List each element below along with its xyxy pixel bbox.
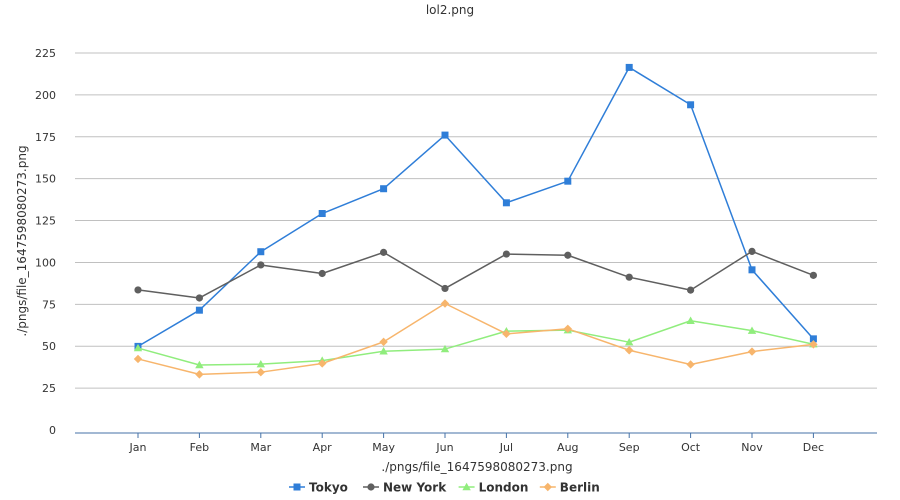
data-point[interactable] [502, 329, 511, 339]
series-line[interactable] [137, 320, 814, 366]
data-point[interactable] [563, 324, 572, 333]
data-point[interactable] [809, 271, 818, 279]
series-berlin [133, 299, 818, 379]
data-point[interactable] [134, 286, 142, 294]
data-point[interactable] [195, 370, 204, 379]
legend-item-tokyo[interactable]: Tokyo [289, 481, 348, 495]
legend-item-berlin[interactable]: Berlin [539, 481, 600, 495]
data-point[interactable] [380, 185, 388, 193]
x-axis-title: ./pngs/file_1647598080273.png [381, 460, 572, 474]
x-tick-label: Aug [557, 441, 578, 454]
legend-label: Tokyo [309, 481, 348, 495]
data-point[interactable] [257, 248, 265, 256]
data-point[interactable] [625, 273, 633, 281]
x-tick-label: Feb [190, 441, 209, 454]
data-point[interactable] [747, 326, 757, 334]
y-tick-label: 125 [35, 215, 56, 228]
legend-marker [367, 483, 375, 491]
data-point[interactable] [133, 354, 143, 364]
data-point[interactable] [133, 343, 143, 352]
x-tick-label: Jul [499, 441, 513, 454]
series-line[interactable] [137, 66, 814, 348]
y-axis-title: ./pngs/file_1647598080273.png [15, 145, 29, 336]
data-point[interactable] [564, 251, 572, 259]
data-point[interactable] [195, 294, 203, 302]
x-tick-label: Nov [741, 441, 763, 454]
x-axis: Jan Feb Mar Apr May Jun Jul Aug Sep Oct Nov Dec [75, 432, 877, 454]
data-point[interactable] [318, 359, 327, 368]
legend-item-london[interactable]: London [458, 481, 529, 495]
series-tokyo [134, 63, 817, 350]
data-point[interactable] [625, 346, 634, 355]
data-point[interactable] [441, 131, 449, 139]
data-point[interactable] [625, 63, 633, 71]
data-point[interactable] [256, 359, 265, 368]
data-point[interactable] [380, 248, 388, 256]
data-point[interactable] [687, 101, 695, 109]
series-line[interactable] [137, 302, 814, 376]
y-tick-label: 175 [35, 131, 56, 144]
x-tick-label: Dec [803, 441, 824, 454]
y-tick-label: 200 [35, 89, 56, 102]
data-point[interactable] [748, 247, 756, 255]
x-tick-label: Jun [435, 441, 453, 454]
data-point[interactable] [809, 335, 817, 343]
legend-label: New York [383, 481, 447, 495]
y-tick-label: 225 [35, 47, 56, 60]
legend-marker [462, 482, 471, 491]
y-tick-label: 25 [42, 382, 56, 395]
data-point[interactable] [686, 360, 695, 369]
legend-label: Berlin [560, 481, 600, 495]
y-tick-label: 0 [49, 424, 56, 437]
data-point[interactable] [379, 347, 388, 355]
x-tick-label: Mar [250, 441, 271, 454]
data-point[interactable] [748, 266, 756, 274]
legend-label: London [479, 481, 529, 495]
data-point[interactable] [256, 367, 265, 377]
legend-marker [293, 483, 301, 491]
data-point[interactable] [502, 250, 510, 258]
series-line[interactable] [137, 250, 814, 299]
x-tick-label: Sep [619, 441, 640, 454]
series-group [133, 63, 818, 379]
data-point[interactable] [379, 337, 388, 347]
data-point[interactable] [195, 360, 204, 369]
data-point[interactable] [195, 306, 203, 314]
y-tick-label: 75 [42, 298, 56, 311]
series-new-york [134, 247, 818, 302]
data-point[interactable] [440, 299, 450, 308]
grid [75, 52, 877, 389]
y-axis: 0 25 50 75 100 125 150 175 200 225 [35, 47, 56, 437]
y-tick-label: 100 [35, 256, 56, 269]
y-tick-label: 50 [42, 340, 56, 353]
data-point[interactable] [687, 286, 695, 294]
x-tick-label: May [372, 441, 395, 454]
data-point[interactable] [318, 269, 326, 278]
x-tick-label: Apr [313, 441, 333, 454]
y-tick-label: 150 [35, 173, 56, 186]
data-point[interactable] [625, 338, 634, 346]
data-point[interactable] [686, 316, 695, 324]
data-point[interactable] [257, 261, 265, 269]
data-point[interactable] [440, 344, 450, 353]
series-london [133, 316, 818, 369]
chart-title: lol2.png [426, 3, 474, 17]
data-point[interactable] [318, 210, 326, 218]
data-point[interactable] [502, 199, 510, 207]
data-point[interactable] [441, 284, 449, 293]
x-tick-label: Jan [129, 441, 147, 454]
data-point[interactable] [564, 177, 572, 185]
legend-item-new-york[interactable]: New York [363, 481, 447, 495]
legend[interactable]: Tokyo New York London Berlin [289, 481, 600, 495]
x-tick-label: Oct [681, 441, 701, 454]
legend-marker [543, 482, 552, 492]
data-point[interactable] [747, 347, 757, 356]
data-point[interactable] [809, 340, 818, 349]
